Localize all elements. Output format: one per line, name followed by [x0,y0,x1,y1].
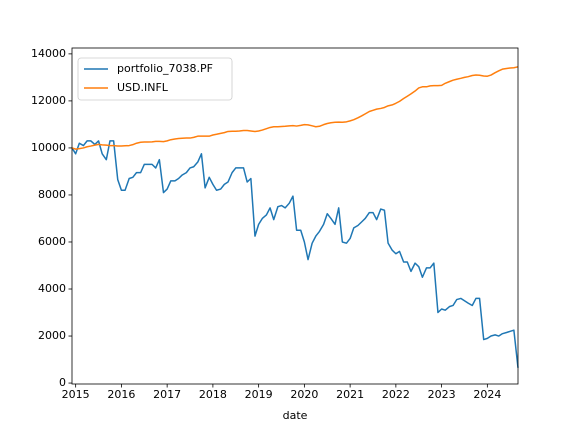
y-tick-label: 8000 [38,188,66,201]
x-tick-label: 2016 [107,388,135,401]
line-series [71,140,519,368]
y-tick-label: 4000 [38,282,66,295]
y-tick-label: 2000 [38,329,66,342]
y-tick-label: 10000 [31,141,66,154]
x-tick-label: 2020 [290,388,318,401]
legend-box [77,57,233,101]
legend-label: USD.INFL [117,81,169,94]
x-tick-label: 2018 [199,388,227,401]
y-tick-label: 12000 [31,94,66,107]
x-tick-label: 2019 [245,388,273,401]
y-tick-label: 14000 [31,47,66,60]
x-tick-label: 2017 [153,388,181,401]
y-tick-label: 6000 [38,235,66,248]
x-tick-label: 2024 [473,388,501,401]
x-tick-label: 2021 [336,388,364,401]
x-axis-label: date [283,409,308,422]
axes-frame [71,47,519,385]
x-tick-label: 2023 [428,388,456,401]
line-series [71,66,519,150]
x-tick-label: 2015 [62,388,90,401]
legend-label: portfolio_7038.PF [117,62,213,75]
legend: portfolio_7038.PF USD.INFL [77,57,233,101]
y-tick-label: 0 [59,376,66,389]
x-tick-label: 2022 [382,388,410,401]
